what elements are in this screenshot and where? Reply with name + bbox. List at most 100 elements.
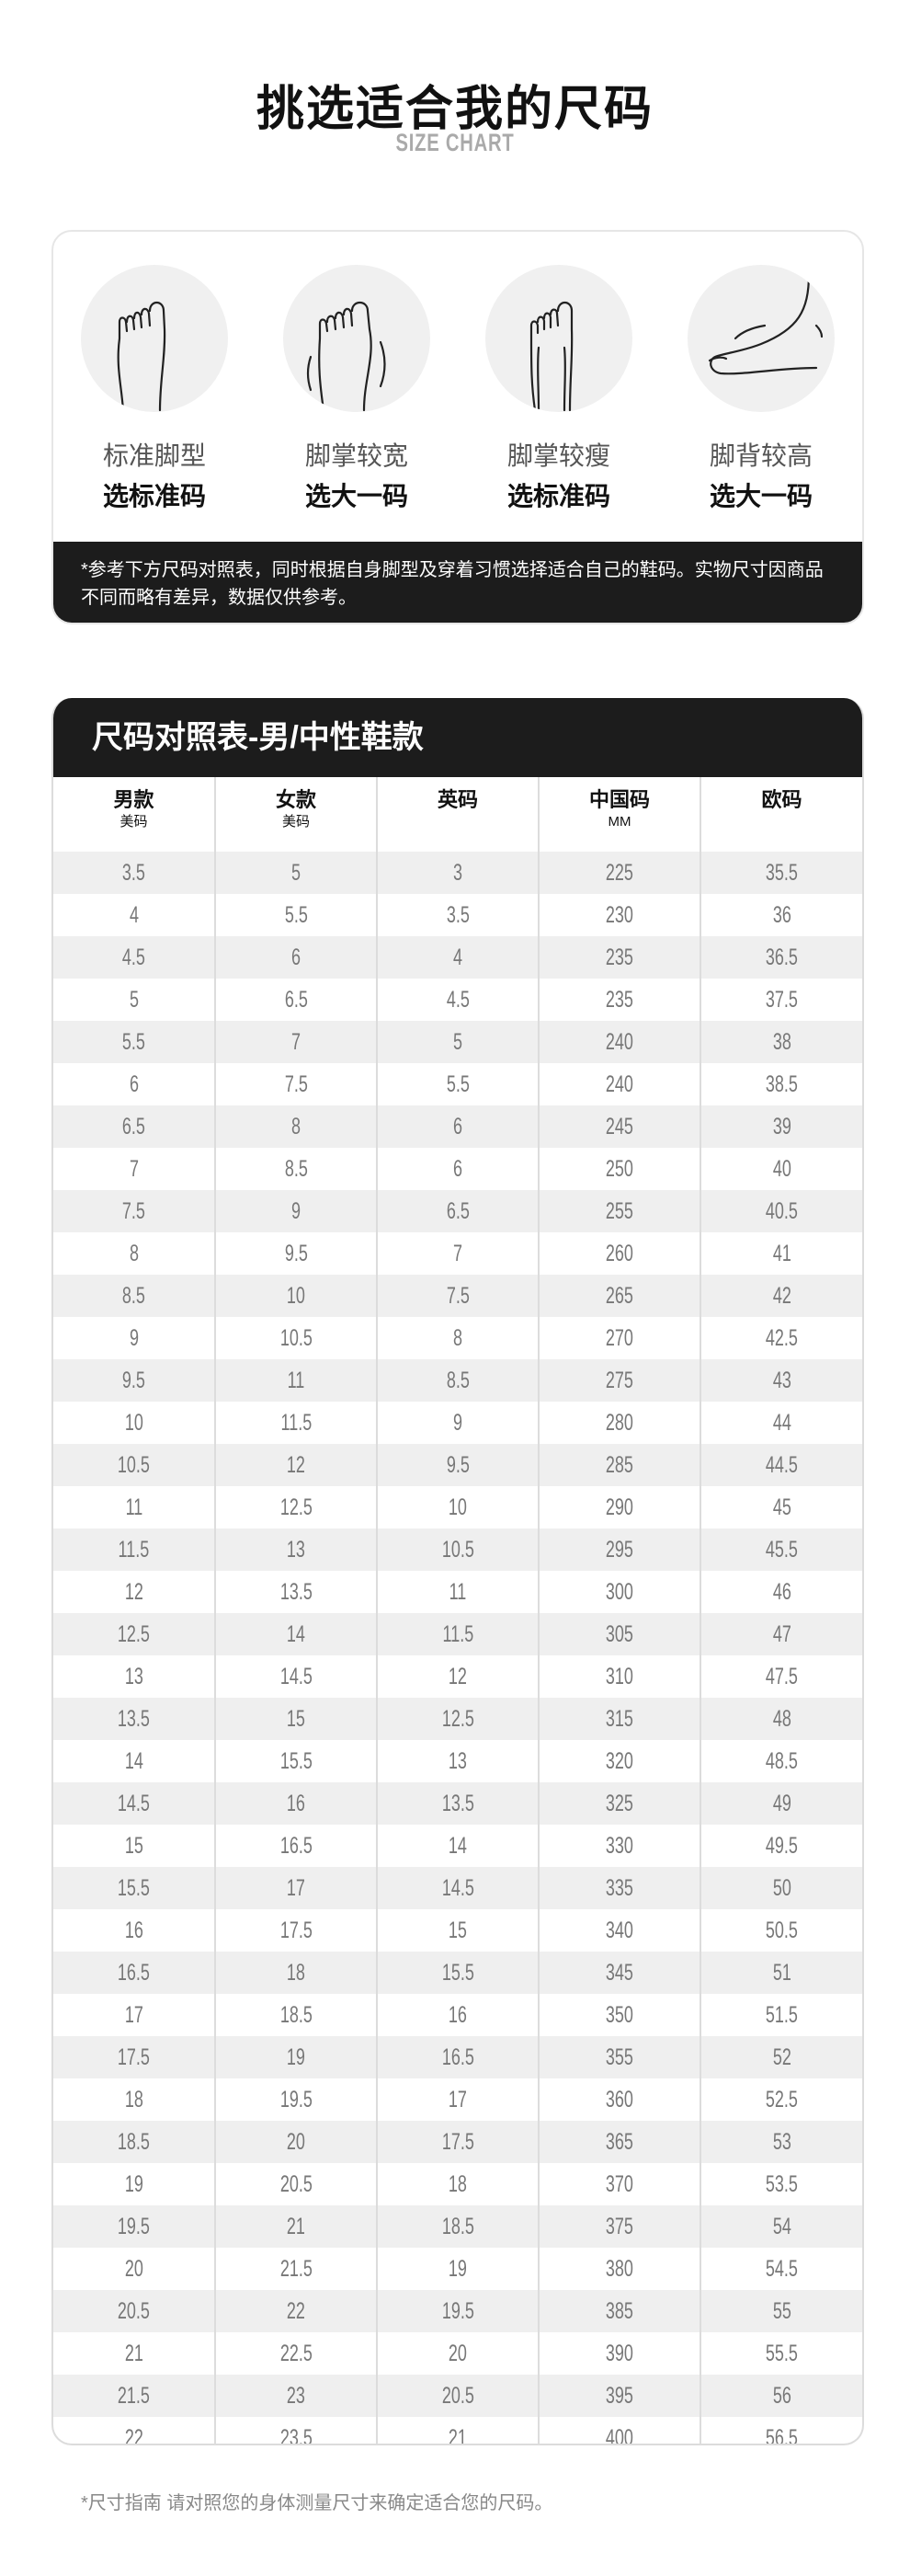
- table-cell: 46: [700, 1571, 862, 1613]
- table-row: 21.5 23 20.5 395 56: [53, 2375, 862, 2417]
- table-cell: 335: [538, 1867, 700, 1909]
- cell-value: 335: [605, 1874, 634, 1901]
- cell-value: 365: [605, 2128, 634, 2155]
- cell-value: 360: [605, 2086, 634, 2112]
- cell-value: 5.5: [121, 1028, 146, 1055]
- cell-value: 310: [605, 1663, 634, 1689]
- table-row: 4.5 6 4 235 36.5: [53, 936, 862, 979]
- table-cell: 225: [538, 852, 700, 894]
- table-row: 21 22.5 20 390 55.5: [53, 2332, 862, 2375]
- cell-value: 7.5: [121, 1197, 146, 1224]
- cell-value: 19: [124, 2170, 143, 2197]
- table-cell: 45: [700, 1486, 862, 1528]
- table-cell: 330: [538, 1825, 700, 1867]
- table-cell: 13.5: [53, 1698, 215, 1740]
- cell-value: 11.5: [118, 1536, 150, 1563]
- cell-value: 21: [124, 2340, 143, 2366]
- cell-value: 21.5: [117, 2382, 151, 2409]
- table-cell: 6: [376, 1105, 539, 1148]
- standard-foot-icon: [81, 265, 228, 412]
- table-cell: 47: [700, 1613, 862, 1655]
- cell-value: 12.5: [279, 1494, 313, 1520]
- cell-value: 350: [605, 2001, 634, 2028]
- cell-value: 22: [286, 2297, 306, 2324]
- table-cell: 50.5: [700, 1909, 862, 1952]
- table-cell: 14: [53, 1740, 215, 1782]
- table-row: 15 16.5 14 330 49.5: [53, 1825, 862, 1867]
- table-cell: 40.5: [700, 1190, 862, 1232]
- table-row: 8.5 10 7.5 265 42: [53, 1275, 862, 1317]
- column-header: 欧码: [700, 777, 862, 852]
- cell-value: 390: [605, 2340, 634, 2366]
- cell-value: 22.5: [279, 2340, 313, 2366]
- table-cell: 38.5: [700, 1063, 862, 1105]
- column-header-label: 女款: [275, 788, 316, 811]
- table-cell: 16: [53, 1909, 215, 1952]
- table-row: 6.5 8 6 245 39: [53, 1105, 862, 1148]
- table-cell: 4.5: [53, 936, 215, 979]
- table-row: 8 9.5 7 260 41: [53, 1232, 862, 1275]
- table-cell: 13: [214, 1528, 377, 1571]
- table-cell: 375: [538, 2205, 700, 2248]
- table-cell: 10.5: [214, 1317, 377, 1359]
- table-row: 13 14.5 12 310 47.5: [53, 1655, 862, 1698]
- cell-value: 20.5: [279, 2170, 313, 2197]
- table-cell: 54: [700, 2205, 862, 2248]
- table-cell: 48: [700, 1698, 862, 1740]
- table-cell: 54.5: [700, 2248, 862, 2290]
- table-cell: 10: [53, 1402, 215, 1444]
- wide-foot-icon: [283, 265, 430, 412]
- cell-value: 52.5: [765, 2086, 799, 2112]
- cell-value: 13.5: [117, 1705, 151, 1732]
- cell-value: 39: [772, 1113, 791, 1139]
- cell-value: 225: [605, 859, 634, 886]
- cell-value: 14: [448, 1832, 468, 1859]
- cell-value: 42.5: [765, 1324, 799, 1351]
- cell-value: 4: [452, 944, 463, 970]
- table-cell: 17.5: [53, 2036, 215, 2078]
- table-cell: 6.5: [53, 1105, 215, 1148]
- table-cell: 290: [538, 1486, 700, 1528]
- size-chart-table: 男款 美码 女款 美码 英码 中国码 MM 欧码 3.5 5 3 225 35.5 4 5.5 3.5 230…: [53, 777, 862, 2445]
- cell-value: 240: [605, 1028, 634, 1055]
- size-reference-note: *参考下方尺码对照表，同时根据自身脚型及穿着习惯选择适合自己的鞋码。实物尺寸因商…: [53, 542, 862, 623]
- cell-value: 23.5: [279, 2424, 313, 2445]
- page-subtitle: SIZE CHART: [0, 129, 910, 157]
- table-cell: 36.5: [700, 936, 862, 979]
- table-cell: 7.5: [214, 1063, 377, 1105]
- column-header-label: 英码: [437, 788, 478, 811]
- table-cell: 35.5: [700, 852, 862, 894]
- table-row: 3.5 5 3 225 35.5: [53, 852, 862, 894]
- column-header-unit: MM: [608, 814, 631, 830]
- table-row: 7 8.5 6 250 40: [53, 1148, 862, 1190]
- cell-value: 300: [605, 1578, 634, 1605]
- cell-value: 240: [605, 1070, 634, 1097]
- cell-value: 11.5: [442, 1620, 473, 1647]
- cell-value: 7.5: [284, 1070, 308, 1097]
- table-cell: 4: [53, 894, 215, 936]
- table-cell: 6: [214, 936, 377, 979]
- table-cell: 365: [538, 2121, 700, 2163]
- table-cell: 18.5: [214, 1994, 377, 2036]
- table-cell: 10: [376, 1486, 539, 1528]
- table-cell: 20.5: [376, 2375, 539, 2417]
- table-cell: 390: [538, 2332, 700, 2375]
- table-cell: 22: [214, 2290, 377, 2332]
- cell-value: 47.5: [765, 1663, 799, 1689]
- cell-value: 5: [290, 859, 301, 886]
- table-cell: 305: [538, 1613, 700, 1655]
- cell-value: 8: [129, 1240, 139, 1266]
- table-cell: 350: [538, 1994, 700, 2036]
- table-cell: 11: [53, 1486, 215, 1528]
- table-cell: 9.5: [53, 1359, 215, 1402]
- cell-value: 10: [448, 1494, 468, 1520]
- table-cell: 20: [214, 2121, 377, 2163]
- column-header: 英码: [376, 777, 539, 852]
- table-cell: 53: [700, 2121, 862, 2163]
- cell-value: 45: [772, 1494, 791, 1520]
- cell-value: 43: [772, 1367, 791, 1393]
- page-title: 挑选适合我的尺码: [256, 83, 654, 136]
- table-cell: 325: [538, 1782, 700, 1825]
- cell-value: 13: [448, 1747, 468, 1774]
- table-row: 14 15.5 13 320 48.5: [53, 1740, 862, 1782]
